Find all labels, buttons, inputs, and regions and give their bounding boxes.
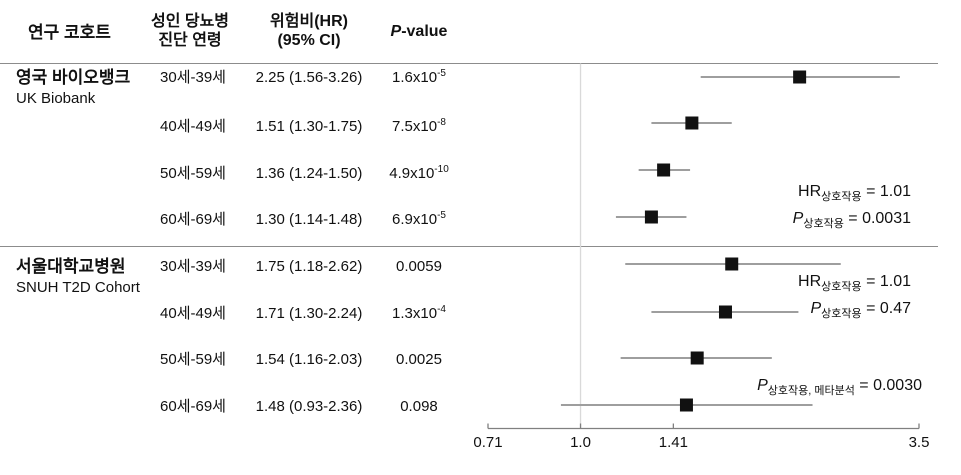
- hr-marker: [690, 351, 704, 365]
- cohort-divider-line: [0, 246, 938, 247]
- hr-marker: [725, 257, 739, 271]
- table-row: 50세-59세 1.54 (1.16-2.03) 0.0025: [0, 350, 480, 370]
- interaction-subscript: 상호작용, 메타분석: [767, 385, 855, 398]
- p-interaction-meta-line: P상호작용, 메타분석 = 0.0030: [757, 377, 922, 398]
- column-header-pvalue: P-value: [359, 22, 479, 41]
- hr-marker: [644, 210, 658, 224]
- cohort-name-korean: 영국 바이오뱅크: [16, 68, 131, 87]
- column-header-hr-line2: (95% CI): [277, 32, 341, 49]
- hr-ci-value: 1.51 (1.30-1.75): [255, 118, 363, 135]
- x-axis-tick-label: 1.0: [570, 434, 591, 451]
- age-range: 30세-39세: [160, 258, 226, 275]
- p-value: 1.3x10-4: [392, 304, 446, 323]
- interaction-subscript: 상호작용: [821, 308, 862, 321]
- p-interaction-line: P상호작용 = 0.0031: [792, 210, 911, 231]
- interaction-annotation-snuh: HR상호작용 = 1.01 P상호작용 = 0.47: [798, 268, 911, 322]
- p-value-exponent: -4: [437, 304, 446, 315]
- age-range: 60세-69세: [160, 398, 226, 415]
- x-axis-tick-label: 1.41: [659, 434, 688, 451]
- table-row: 40세-49세 1.51 (1.30-1.75) 7.5x10-8: [0, 117, 480, 137]
- meta-analysis-annotation: P상호작용, 메타분석 = 0.0030: [757, 372, 922, 399]
- x-axis-tick-label: 3.5: [909, 434, 930, 451]
- hr-marker: [685, 116, 699, 130]
- p-value-exponent: -5: [437, 210, 446, 221]
- hr-marker: [793, 70, 807, 84]
- table-row: 30세-39세 2.25 (1.56-3.26) 1.6x10-5: [0, 68, 480, 88]
- hr-ci-value: 2.25 (1.56-3.26): [255, 69, 363, 86]
- table-row: 60세-69세 1.48 (0.93-2.36) 0.098: [0, 397, 480, 417]
- table-row: 30세-39세 1.75 (1.18-2.62) 0.0059: [0, 257, 480, 277]
- p-value: 0.0025: [396, 351, 442, 368]
- interaction-annotation-uk: HR상호작용 = 1.01 P상호작용 = 0.0031: [793, 178, 911, 232]
- column-header-age-line1: 성인 당뇨병: [150, 13, 230, 30]
- cohort-label-snuh: 서울대학교병원 SNUH T2D Cohort: [16, 256, 140, 297]
- cohort-name-english: SNUH T2D Cohort: [16, 279, 140, 296]
- column-header-age-line2: 진단 연령: [158, 32, 222, 49]
- hr-ci-value: 1.30 (1.14-1.48): [255, 211, 363, 228]
- column-header-hr-line1: 위험비(HR): [270, 13, 348, 30]
- age-range: 40세-49세: [160, 305, 226, 322]
- p-value-exponent: -5: [437, 68, 446, 79]
- p-value: 0.0059: [396, 258, 442, 275]
- hr-ci-value: 1.48 (0.93-2.36): [255, 398, 363, 415]
- column-header-p-rest: -value: [401, 23, 448, 40]
- interaction-subscript: 상호작용: [821, 281, 862, 294]
- hr-marker: [657, 163, 671, 177]
- hr-interaction-line: HR상호작용 = 1.01: [798, 273, 911, 294]
- age-range: 40세-49세: [160, 118, 226, 135]
- age-range: 30세-39세: [160, 69, 226, 86]
- table-row: 40세-49세 1.71 (1.30-2.24) 1.3x10-4: [0, 304, 480, 324]
- p-value: 7.5x10-8: [392, 117, 446, 136]
- column-header-hr: 위험비(HR) (95% CI): [249, 12, 369, 50]
- cohort-name-english: UK Biobank: [16, 90, 96, 107]
- hr-interaction-line: HR상호작용 = 1.01: [798, 183, 911, 204]
- header-divider-line: [0, 63, 938, 64]
- hr-marker: [718, 305, 732, 319]
- hr-ci-value: 1.36 (1.24-1.50): [255, 165, 363, 182]
- column-header-p-italic: P: [390, 23, 402, 40]
- hr-ci-value: 1.54 (1.16-2.03): [255, 351, 363, 368]
- x-axis-tick-label: 0.71: [473, 434, 502, 451]
- interaction-subscript: 상호작용: [821, 191, 862, 204]
- age-range: 50세-59세: [160, 351, 226, 368]
- interaction-subscript: 상호작용: [803, 218, 844, 231]
- p-interaction-line: P상호작용 = 0.47: [810, 300, 911, 321]
- age-range: 50세-59세: [160, 165, 226, 182]
- p-value: 1.6x10-5: [392, 68, 446, 87]
- column-header-age: 성인 당뇨병 진단 연령: [130, 12, 250, 50]
- column-header-cohort: 연구 코호트: [28, 23, 111, 42]
- p-value: 6.9x10-5: [392, 210, 446, 229]
- p-value: 0.098: [400, 398, 438, 415]
- table-row: 60세-69세 1.30 (1.14-1.48) 6.9x10-5: [0, 210, 480, 230]
- hr-ci-value: 1.75 (1.18-2.62): [255, 258, 363, 275]
- hr-ci-value: 1.71 (1.30-2.24): [255, 305, 363, 322]
- cohort-name-korean: 서울대학교병원: [16, 257, 126, 276]
- hr-marker: [679, 398, 693, 412]
- age-range: 60세-69세: [160, 211, 226, 228]
- p-value-exponent: -10: [434, 164, 449, 175]
- p-value: 4.9x10-10: [389, 164, 449, 183]
- p-value-exponent: -8: [437, 117, 446, 128]
- table-row: 50세-59세 1.36 (1.24-1.50) 4.9x10-10: [0, 164, 480, 184]
- cohort-label-uk-biobank: 영국 바이오뱅크 UK Biobank: [16, 67, 130, 108]
